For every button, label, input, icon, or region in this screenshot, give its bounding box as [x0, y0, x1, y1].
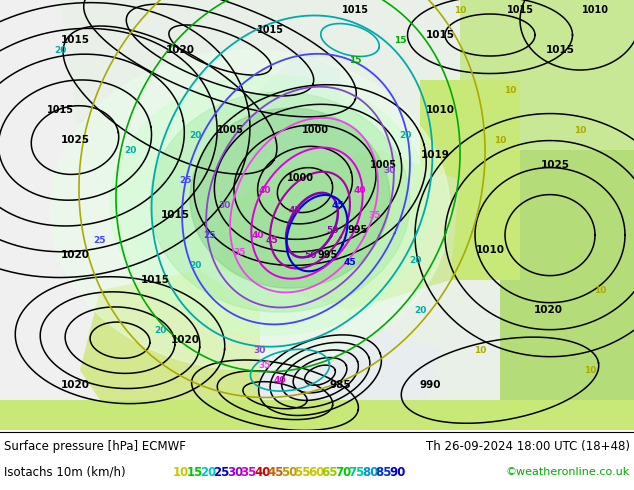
Text: 15: 15 — [349, 55, 361, 65]
Text: 1020: 1020 — [60, 250, 89, 260]
Text: 40: 40 — [252, 231, 264, 240]
Polygon shape — [240, 50, 340, 170]
Text: 40: 40 — [254, 466, 270, 479]
Text: 30: 30 — [384, 166, 396, 174]
Text: 1019: 1019 — [420, 150, 450, 160]
Text: 25: 25 — [204, 231, 216, 240]
Text: 85: 85 — [375, 466, 392, 479]
Polygon shape — [180, 330, 440, 430]
Text: 985: 985 — [329, 380, 351, 390]
Text: 20: 20 — [189, 130, 201, 140]
Text: 40: 40 — [354, 186, 366, 195]
Text: 1020: 1020 — [165, 45, 195, 55]
Text: 30: 30 — [219, 200, 231, 210]
Text: 35: 35 — [259, 361, 271, 369]
Text: 1005: 1005 — [370, 160, 396, 170]
Text: 1020: 1020 — [171, 335, 200, 345]
Text: 25: 25 — [94, 236, 107, 245]
Text: Th 26-09-2024 18:00 UTC (18+48): Th 26-09-2024 18:00 UTC (18+48) — [426, 440, 630, 453]
Polygon shape — [0, 0, 180, 430]
Bar — [500, 150, 634, 430]
Text: 60: 60 — [308, 466, 325, 479]
Text: 990: 990 — [419, 380, 441, 390]
Polygon shape — [220, 150, 460, 310]
Polygon shape — [150, 92, 410, 312]
Text: 1020: 1020 — [533, 305, 562, 315]
Text: 10: 10 — [173, 466, 190, 479]
Text: 40: 40 — [274, 376, 286, 385]
Text: 995: 995 — [318, 250, 338, 260]
Text: Isotachs 10m (km/h): Isotachs 10m (km/h) — [4, 466, 126, 479]
Text: ©weatheronline.co.uk: ©weatheronline.co.uk — [506, 467, 630, 477]
Text: 10: 10 — [454, 5, 466, 15]
Text: 1005: 1005 — [216, 125, 243, 135]
Text: 1015: 1015 — [46, 105, 74, 115]
Text: 1020: 1020 — [60, 380, 89, 390]
Text: 45: 45 — [268, 466, 284, 479]
Text: 20: 20 — [409, 256, 421, 265]
Text: 55: 55 — [295, 466, 311, 479]
Text: 1025: 1025 — [541, 160, 569, 170]
Text: 15: 15 — [186, 466, 203, 479]
Text: 1015: 1015 — [425, 30, 455, 40]
Text: 20: 20 — [414, 306, 426, 315]
Text: 20: 20 — [200, 466, 216, 479]
Bar — [460, 0, 634, 180]
Text: 45: 45 — [288, 206, 301, 215]
Text: 30: 30 — [227, 466, 243, 479]
Bar — [0, 400, 634, 430]
Text: 35: 35 — [234, 247, 246, 257]
Polygon shape — [110, 75, 430, 335]
Text: 20: 20 — [54, 46, 66, 54]
Text: 90: 90 — [389, 466, 405, 479]
Text: 10: 10 — [584, 366, 596, 375]
Text: 25: 25 — [214, 466, 230, 479]
Text: 1015: 1015 — [507, 5, 533, 15]
Text: 1010: 1010 — [581, 5, 609, 15]
Text: 10: 10 — [474, 345, 486, 355]
Text: 75: 75 — [349, 466, 365, 479]
Bar — [420, 80, 520, 280]
Text: 10: 10 — [574, 125, 586, 135]
Text: 20: 20 — [154, 326, 166, 335]
Text: 1010: 1010 — [476, 245, 505, 255]
Text: 1015: 1015 — [160, 210, 190, 220]
Text: 30: 30 — [254, 345, 266, 355]
Text: 1015: 1015 — [141, 275, 169, 285]
Text: 1025: 1025 — [60, 135, 89, 145]
Text: 15: 15 — [394, 35, 406, 45]
Text: 40: 40 — [259, 186, 271, 195]
Text: 10: 10 — [494, 136, 506, 145]
Text: 10: 10 — [504, 86, 516, 95]
Text: 25: 25 — [179, 175, 191, 185]
Polygon shape — [80, 270, 260, 430]
Text: 1010: 1010 — [425, 105, 455, 115]
Text: 1000: 1000 — [302, 125, 328, 135]
Text: 1015: 1015 — [342, 5, 368, 15]
Text: 1015: 1015 — [545, 45, 574, 55]
Text: 70: 70 — [335, 466, 351, 479]
Text: 1000: 1000 — [287, 173, 313, 183]
Text: 20: 20 — [189, 261, 201, 270]
Text: 1015: 1015 — [257, 25, 283, 35]
Polygon shape — [50, 50, 450, 370]
Text: 20: 20 — [124, 146, 136, 154]
Text: Surface pressure [hPa] ECMWF: Surface pressure [hPa] ECMWF — [4, 440, 186, 453]
Text: 995: 995 — [348, 225, 368, 235]
Text: 80: 80 — [362, 466, 378, 479]
Text: 20: 20 — [399, 130, 411, 140]
Text: 45: 45 — [344, 258, 356, 267]
Text: 50: 50 — [304, 250, 316, 260]
Text: 35: 35 — [240, 466, 257, 479]
Text: 1015: 1015 — [60, 35, 89, 45]
Text: 45: 45 — [266, 236, 278, 245]
Text: 50: 50 — [281, 466, 297, 479]
Text: 10: 10 — [594, 286, 606, 294]
Polygon shape — [190, 108, 390, 288]
Text: 45: 45 — [332, 200, 344, 210]
Text: 50: 50 — [326, 225, 338, 235]
Text: 65: 65 — [321, 466, 338, 479]
Text: 35: 35 — [369, 211, 381, 220]
